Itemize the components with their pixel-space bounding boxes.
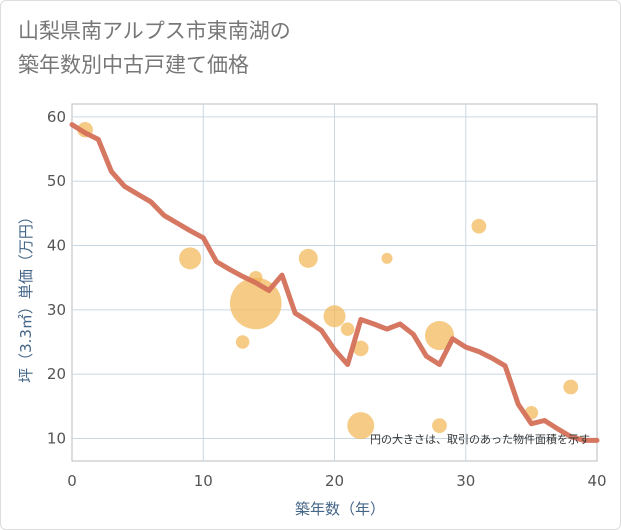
data-bubble [347, 412, 375, 440]
data-bubble [235, 335, 250, 349]
bubble-size-note: 円の大きさは、取引のあった物件面積を示す [370, 432, 590, 446]
x-axis-label: 築年数（年） [295, 500, 385, 518]
y-axis-label: 坪（3.3㎡）単価（万円） [17, 209, 35, 383]
data-bubble [298, 248, 318, 268]
tick-labels: 0 10 20 30 40 10 20 30 40 50 60 [47, 108, 607, 490]
x-tick-label: 10 [194, 472, 213, 490]
series-layer [69, 122, 600, 443]
x-tick-label: 20 [325, 472, 344, 490]
x-tick-label: 40 [587, 472, 606, 490]
y-tick-label: 60 [47, 108, 66, 126]
data-bubble [179, 247, 202, 270]
data-bubble [432, 418, 447, 434]
y-tick-label: 50 [47, 172, 66, 190]
y-tick-label: 20 [47, 365, 66, 383]
data-bubble [424, 321, 455, 351]
chart-title-line2: 築年数別中古戸建て価格 [18, 53, 249, 77]
bubble-layer [77, 121, 579, 440]
y-tick-label: 10 [47, 429, 66, 447]
data-bubble [340, 322, 355, 336]
data-bubble [352, 340, 369, 357]
y-tick-label: 40 [47, 237, 66, 255]
x-tick-label: 30 [456, 472, 475, 490]
data-bubble [381, 252, 393, 264]
data-bubble [323, 305, 346, 328]
data-bubble [471, 218, 487, 234]
y-tick-label: 30 [47, 301, 66, 319]
average-price-line [69, 122, 600, 443]
chart-title: 山梨県南アルプス市東南湖の 築年数別中古戸建て価格 [18, 14, 291, 82]
x-tick-label: 0 [67, 472, 77, 490]
data-bubble [563, 379, 579, 395]
chart-title-line1: 山梨県南アルプス市東南湖の [18, 19, 291, 43]
